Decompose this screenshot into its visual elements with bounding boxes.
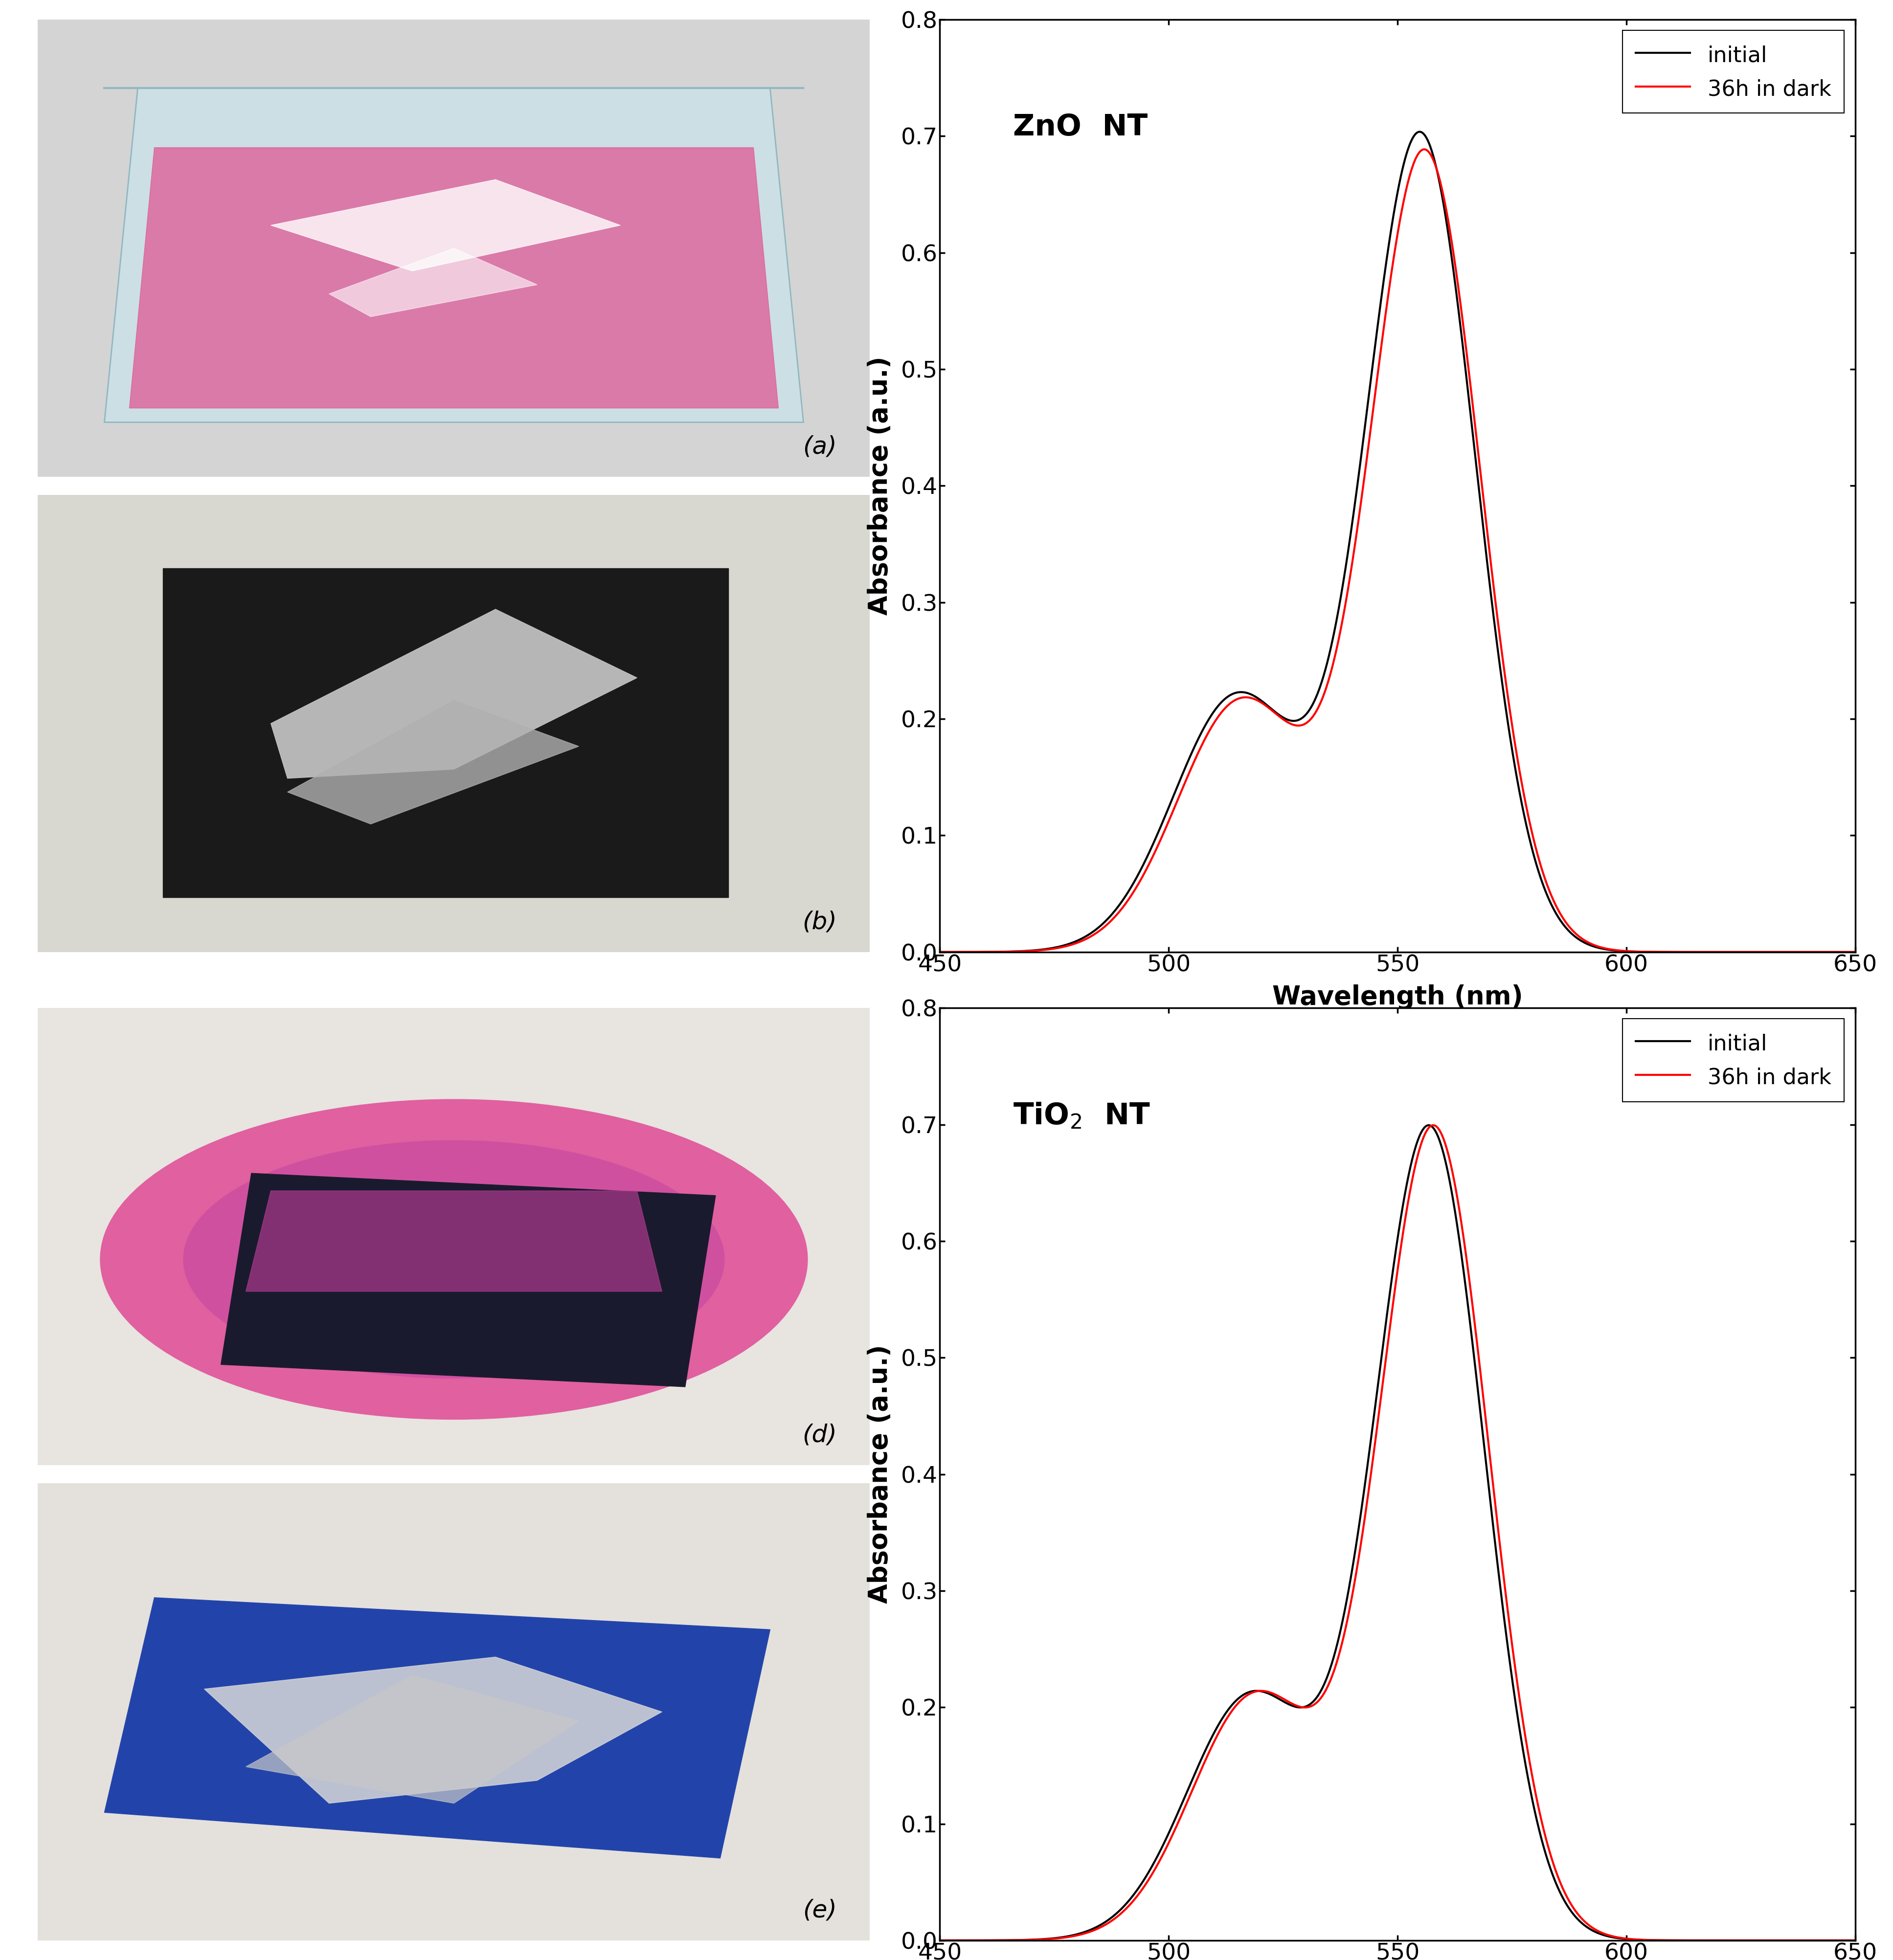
36h in dark <box>1817 1929 1840 1952</box>
initial <box>975 1929 998 1952</box>
36h in dark <box>1649 1929 1672 1952</box>
36h in dark <box>1350 1535 1372 1558</box>
36h in dark <box>1422 1113 1444 1137</box>
Polygon shape <box>104 1597 770 1858</box>
initial <box>1408 120 1431 143</box>
36h in dark <box>1844 1929 1866 1952</box>
Polygon shape <box>129 147 778 408</box>
Ellipse shape <box>100 1100 808 1419</box>
Bar <box>221 1174 716 1388</box>
Y-axis label: Absorbance (a.u.): Absorbance (a.u.) <box>867 1345 893 1603</box>
36h in dark <box>1817 941 1840 964</box>
36h in dark <box>1817 1929 1840 1952</box>
36h in dark <box>1412 137 1435 161</box>
Line: initial: initial <box>939 1125 1855 1940</box>
initial <box>1649 1929 1672 1952</box>
initial <box>1350 449 1372 472</box>
Text: (e): (e) <box>803 1899 837 1923</box>
Polygon shape <box>246 1192 663 1292</box>
36h in dark <box>1817 941 1840 964</box>
initial <box>1649 941 1672 964</box>
initial <box>928 1929 950 1952</box>
Text: ZnO  NT: ZnO NT <box>1013 114 1147 141</box>
Polygon shape <box>271 180 621 270</box>
initial <box>1374 1319 1397 1343</box>
Text: (b): (b) <box>803 909 837 933</box>
Line: 36h in dark: 36h in dark <box>939 1125 1855 1940</box>
Line: 36h in dark: 36h in dark <box>939 149 1855 953</box>
36h in dark <box>1649 941 1672 964</box>
initial <box>1817 1929 1840 1952</box>
X-axis label: Wavelength (nm): Wavelength (nm) <box>1272 984 1522 1009</box>
Polygon shape <box>288 700 579 823</box>
Y-axis label: Absorbance (a.u.): Absorbance (a.u.) <box>867 357 893 615</box>
Legend: initial, 36h in dark: initial, 36h in dark <box>1622 1019 1844 1102</box>
Polygon shape <box>104 88 803 421</box>
Polygon shape <box>204 1656 663 1803</box>
Polygon shape <box>329 249 538 318</box>
36h in dark <box>1374 1354 1397 1378</box>
36h in dark <box>975 941 998 964</box>
initial <box>928 941 950 964</box>
initial <box>1374 261 1397 284</box>
initial <box>1817 941 1840 964</box>
Text: (a): (a) <box>803 435 837 459</box>
36h in dark <box>928 941 950 964</box>
Text: TiO$_2$  NT: TiO$_2$ NT <box>1013 1102 1151 1131</box>
36h in dark <box>1374 308 1397 331</box>
Legend: initial, 36h in dark: initial, 36h in dark <box>1622 31 1844 114</box>
initial <box>1844 1929 1866 1952</box>
Polygon shape <box>271 610 636 778</box>
Ellipse shape <box>184 1141 725 1378</box>
initial <box>1350 1503 1372 1527</box>
Polygon shape <box>246 1676 579 1803</box>
36h in dark <box>928 1929 950 1952</box>
36h in dark <box>1844 941 1866 964</box>
36h in dark <box>1350 494 1372 517</box>
Bar <box>163 568 729 898</box>
initial <box>1817 941 1840 964</box>
initial <box>1844 941 1866 964</box>
initial <box>1817 1929 1840 1952</box>
initial <box>975 941 998 964</box>
36h in dark <box>975 1929 998 1952</box>
Text: (c): (c) <box>1380 1139 1414 1164</box>
Line: initial: initial <box>939 131 1855 953</box>
initial <box>1418 1113 1441 1137</box>
Text: (d): (d) <box>803 1423 837 1446</box>
